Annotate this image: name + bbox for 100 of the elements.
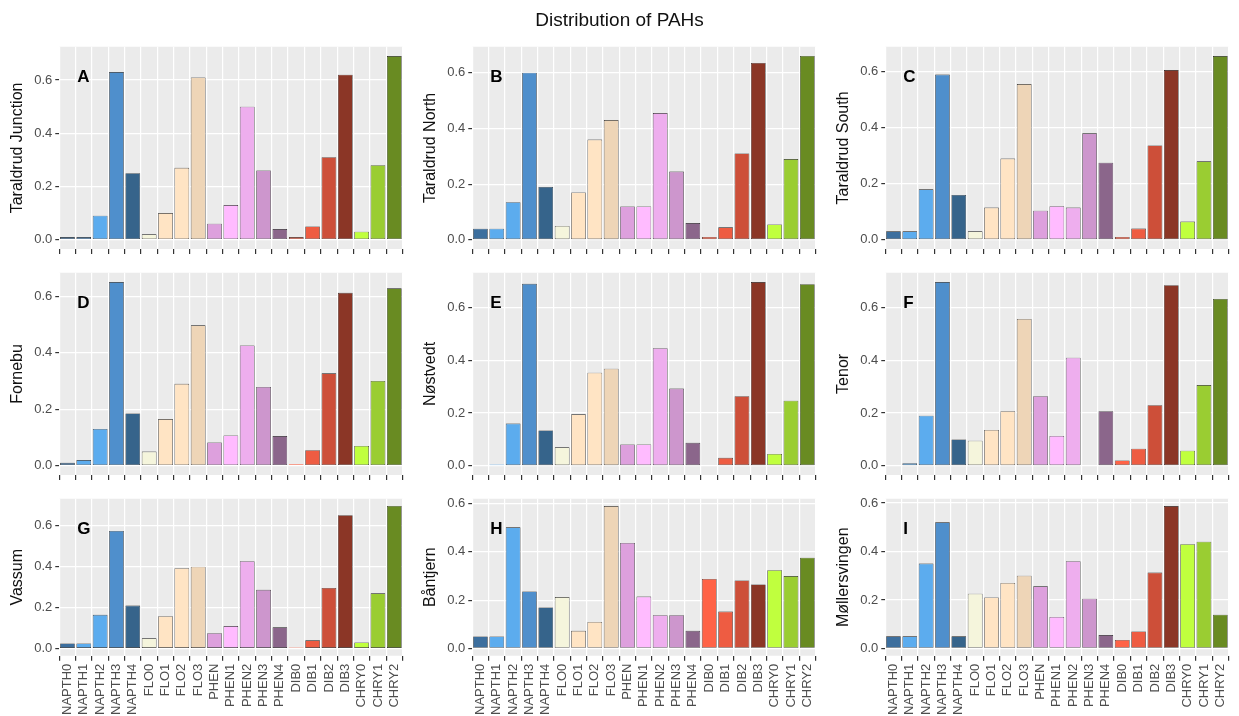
- x-tick-label: CHRY2: [1211, 663, 1227, 708]
- x-tick-label: NAPTH3: [934, 663, 950, 716]
- annotation: I: [903, 518, 909, 538]
- y-tick-label: 0.4: [860, 351, 879, 367]
- y-tick-label: 0.6: [860, 63, 879, 79]
- annotation: B: [490, 66, 503, 86]
- x-tick-label: NAPTH2: [917, 663, 933, 716]
- y-tick-label: 0.0: [860, 231, 879, 247]
- y-tick-label: 0.6: [447, 299, 466, 315]
- y-axis-title: Nøstvedt: [421, 341, 439, 406]
- x-tick-label: FLO0: [140, 663, 156, 697]
- y-tick-label: 0.6: [34, 517, 53, 533]
- y-axis-title: Taraldrud Junction: [8, 82, 26, 214]
- y-tick-label: 0.2: [34, 400, 53, 416]
- y-tick-label: 0.6: [34, 287, 53, 303]
- y-tick-label: 0.0: [860, 457, 879, 473]
- x-tick-label: NAPTH0: [885, 663, 901, 716]
- y-tick-label: 0.4: [447, 543, 466, 559]
- y-tick-label: 0.2: [34, 599, 53, 615]
- x-tick-label: DIB1: [1130, 663, 1146, 693]
- annotation: D: [77, 292, 90, 312]
- x-tick-label: CHRY2: [385, 663, 401, 708]
- x-tick-label: CHRY0: [353, 663, 369, 708]
- x-tick-label: DIB2: [733, 663, 749, 693]
- annotation: A: [77, 66, 90, 86]
- x-tick-label: CHRY1: [1195, 663, 1211, 708]
- x-tick-label: FLO3: [1015, 663, 1031, 697]
- y-tick-label: 0.6: [860, 299, 879, 315]
- x-tick-label: FLO2: [586, 663, 602, 697]
- x-tick-label: NAPTH2: [504, 663, 520, 716]
- chart-title: Distribution of PAHs: [534, 8, 705, 32]
- x-tick-label: DIB1: [304, 663, 320, 693]
- x-tick-label: FLO1: [157, 663, 173, 697]
- annotation: F: [903, 292, 914, 312]
- x-tick-label: NAPTH3: [108, 663, 124, 716]
- y-axis-title: Båntjern: [421, 547, 439, 608]
- y-tick-label: 0.4: [447, 119, 466, 135]
- annotation: C: [903, 66, 916, 86]
- x-tick-label: DIB2: [320, 663, 336, 693]
- x-tick-label: PHEN4: [684, 663, 700, 708]
- x-tick-label: FLO3: [602, 663, 618, 697]
- y-tick-label: 0.2: [447, 404, 466, 420]
- x-tick-label: DIB2: [1146, 663, 1162, 693]
- y-tick-label: 0.0: [447, 231, 466, 247]
- x-tick-label: PHEN1: [635, 663, 651, 708]
- y-axis-title: Møllersvingen: [834, 527, 852, 628]
- x-tick-label: NAPTH0: [472, 663, 488, 716]
- x-tick-label: CHRY0: [1179, 663, 1195, 708]
- x-tick-label: FLO1: [983, 663, 999, 697]
- x-tick-label: NAPTH4: [124, 663, 140, 716]
- y-tick-label: 0.2: [860, 591, 879, 607]
- x-tick-label: FLO0: [553, 663, 569, 697]
- y-tick-label: 0.6: [447, 64, 466, 80]
- x-tick-label: DIB1: [717, 663, 733, 693]
- y-axis-title: Taraldrud North: [421, 92, 439, 204]
- x-tick-label: FLO2: [173, 663, 189, 697]
- x-tick-label: CHRY1: [782, 663, 798, 708]
- x-tick-label: DIB0: [700, 663, 716, 693]
- x-tick-label: FLO1: [570, 663, 586, 697]
- annotation: E: [490, 292, 502, 312]
- y-tick-label: 0.2: [34, 178, 53, 194]
- y-tick-label: 0.4: [34, 124, 53, 140]
- x-tick-label: FLO2: [999, 663, 1015, 697]
- x-tick-label: FLO0: [966, 663, 982, 697]
- x-tick-label: NAPTH1: [488, 663, 504, 716]
- annotation: H: [490, 518, 503, 538]
- annotation: G: [77, 518, 91, 538]
- x-tick-label: NAPTH1: [901, 663, 917, 716]
- x-tick-label: PHEN2: [238, 663, 254, 708]
- y-axis-title: Taraldrud South: [834, 91, 852, 205]
- y-tick-label: 0.4: [860, 543, 879, 559]
- y-tick-label: 0.4: [860, 119, 879, 135]
- x-tick-label: PHEN4: [1097, 663, 1113, 708]
- x-tick-label: NAPTH4: [537, 663, 553, 716]
- y-axis-title: Fornebu: [8, 344, 26, 404]
- x-tick-label: PHEN4: [271, 663, 287, 708]
- y-tick-label: 0.2: [447, 175, 466, 191]
- y-tick-label: 0.0: [447, 457, 466, 473]
- y-tick-label: 0.4: [34, 344, 53, 360]
- x-tick-label: NAPTH1: [75, 663, 91, 716]
- x-tick-label: FLO3: [189, 663, 205, 697]
- y-tick-label: 0.2: [860, 404, 879, 420]
- x-tick-label: PHEN: [1032, 663, 1048, 700]
- x-tick-label: DIB3: [1162, 663, 1178, 693]
- x-tick-label: CHRY1: [369, 663, 385, 708]
- x-tick-label: PHEN3: [255, 663, 271, 708]
- y-axis-title: Tenor: [834, 353, 852, 394]
- x-tick-label: NAPTH4: [950, 663, 966, 716]
- x-tick-label: DIB3: [749, 663, 765, 693]
- y-tick-label: 0.2: [447, 591, 466, 607]
- y-tick-label: 0.0: [860, 640, 879, 656]
- y-tick-label: 0.0: [447, 640, 466, 656]
- x-tick-label: PHEN2: [651, 663, 667, 708]
- y-tick-label: 0.4: [34, 558, 53, 574]
- x-tick-label: DIB0: [1113, 663, 1129, 693]
- y-tick-label: 0.2: [860, 175, 879, 191]
- y-tick-label: 0.6: [860, 494, 879, 510]
- y-tick-label: 0.4: [447, 351, 466, 367]
- x-tick-label: PHEN: [619, 663, 635, 700]
- x-tick-label: CHRY2: [798, 663, 814, 708]
